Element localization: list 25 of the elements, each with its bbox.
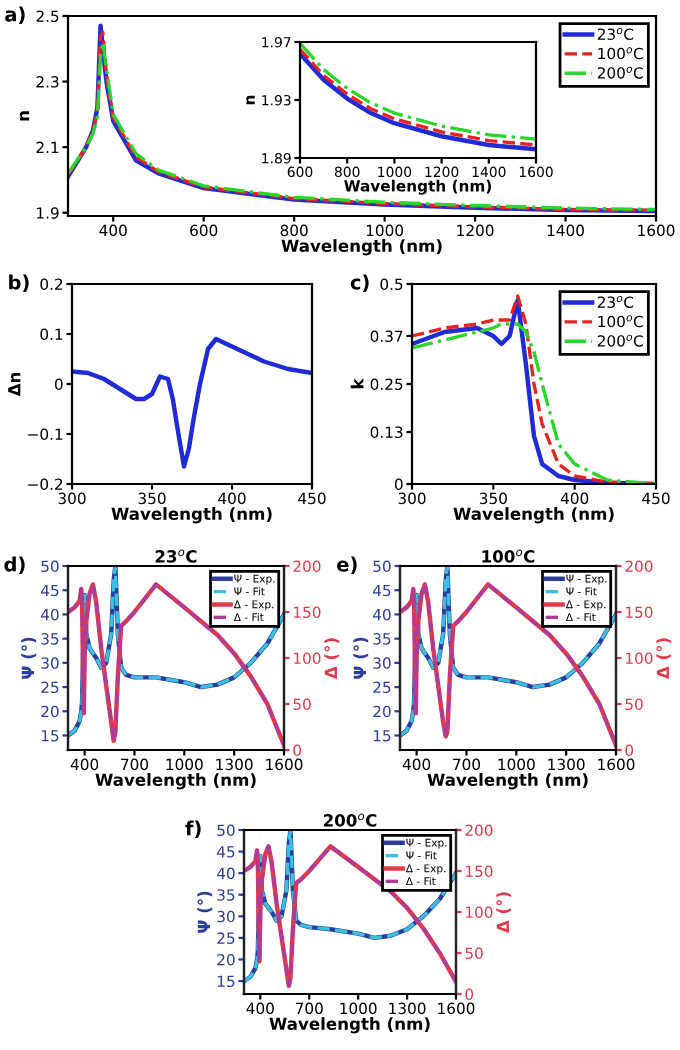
x-axis-title: Wavelength (nm) <box>95 773 256 790</box>
chart-title: 23$^{o}$C <box>155 549 197 563</box>
y-axis-title: Ψ (°) <box>21 637 37 679</box>
text: e) <box>337 556 357 574</box>
y-axis-title: n <box>19 111 30 121</box>
chart-title: 100$^{o}$C <box>482 549 535 563</box>
y2-axis-title: Δ (°) <box>324 638 340 680</box>
y2-axis-title: Δ (°) <box>656 638 672 680</box>
text: f) <box>185 820 201 838</box>
y-axis-title: k <box>350 378 364 389</box>
x-axis-title: Wavelength (nm) <box>427 773 588 790</box>
x-axis-title: Wavelength (nm) <box>281 239 442 256</box>
y-axis-title: Ψ (°) <box>353 637 369 679</box>
text: d) <box>4 556 25 574</box>
y-axis-title: Δn <box>8 372 21 397</box>
line-series <box>72 336 312 469</box>
x-axis-title: Wavelength (nm) <box>269 1017 430 1034</box>
y-axis-title: Ψ (°) <box>197 891 213 933</box>
x-axis-title: Wavelength (nm) <box>111 507 272 524</box>
y2-axis-title: Δ (°) <box>496 892 512 934</box>
x-axis-title: Wavelength (nm) <box>453 507 614 524</box>
text: c) <box>350 274 369 292</box>
chart-title: 200$^{o}$C <box>323 813 377 827</box>
text: b) <box>9 274 29 292</box>
text: a) <box>5 6 25 24</box>
